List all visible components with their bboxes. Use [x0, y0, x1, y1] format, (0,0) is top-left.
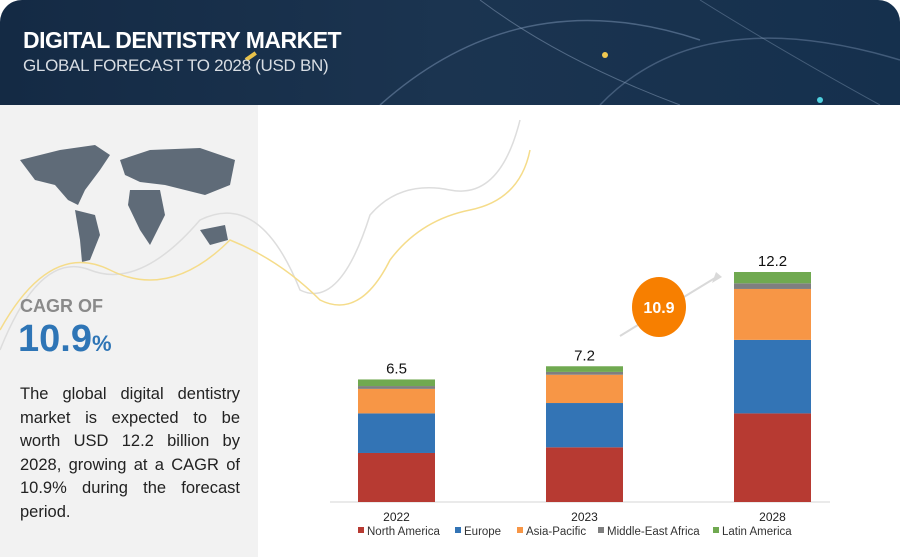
legend-swatch: [455, 527, 461, 533]
x-tick-label: 2023: [571, 510, 598, 524]
bar-segment-asia-pacific-2023: [546, 374, 623, 404]
total-label: 7.2: [574, 347, 595, 364]
bar-segment-middle-east-africa-2028: [734, 283, 811, 289]
bar-segment-asia-pacific-2028: [734, 288, 811, 340]
bar-segment-north-america-2023: [546, 447, 623, 502]
world-map-icon: [20, 145, 235, 262]
legend-swatch: [598, 527, 604, 533]
page-title: DIGITAL DENTISTRY MARKET: [23, 27, 342, 53]
cagr-value: 10.9%: [18, 318, 112, 361]
legend-label: Asia-Pacific: [526, 526, 586, 538]
cagr-label: CAGR OF: [20, 296, 103, 316]
total-label: 12.2: [758, 253, 787, 270]
page-subtitle: GLOBAL FORECAST TO 2028 (USD BN): [23, 56, 329, 75]
header-banner: DIGITAL DENTISTRY MARKET GLOBAL FORECAST…: [0, 0, 900, 105]
legend-label: Middle-East Africa: [607, 526, 700, 538]
legend-label: Europe: [464, 526, 501, 538]
bar-segment-europe-2023: [546, 403, 623, 448]
legend-label: North America: [367, 526, 440, 538]
bar-segment-latin-america-2022: [358, 379, 435, 387]
bar-segment-north-america-2028: [734, 413, 811, 502]
bar-segment-latin-america-2028: [734, 272, 811, 284]
bar-segment-latin-america-2023: [546, 366, 623, 372]
bar-segment-middle-east-africa-2022: [358, 386, 435, 389]
decorative-curve: [0, 119, 521, 351]
cagr-badge: [632, 277, 686, 337]
decorative-light-streaks: [244, 0, 900, 105]
legend-label: Latin America: [722, 526, 792, 538]
total-label: 6.5: [386, 360, 407, 377]
cagr-number: 10.9: [18, 318, 92, 360]
cagr-badge-label: 10.9: [643, 300, 674, 317]
bar-segment-europe-2028: [734, 339, 811, 414]
x-tick-label: 2022: [383, 510, 410, 524]
bar-segment-north-america-2022: [358, 452, 435, 502]
x-tick-label: 2028: [759, 510, 786, 524]
bar-segment-middle-east-africa-2023: [546, 371, 623, 375]
legend-swatch: [517, 527, 523, 533]
market-description: The global digital dentistry market is e…: [20, 385, 240, 521]
decorative-curve: [0, 149, 531, 331]
cagr-unit: %: [91, 331, 112, 356]
bar-segment-europe-2022: [358, 413, 435, 453]
bar-segment-asia-pacific-2022: [358, 388, 435, 414]
legend-swatch: [713, 527, 719, 533]
growth-arrowhead: [712, 272, 722, 283]
legend-swatch: [358, 527, 364, 533]
